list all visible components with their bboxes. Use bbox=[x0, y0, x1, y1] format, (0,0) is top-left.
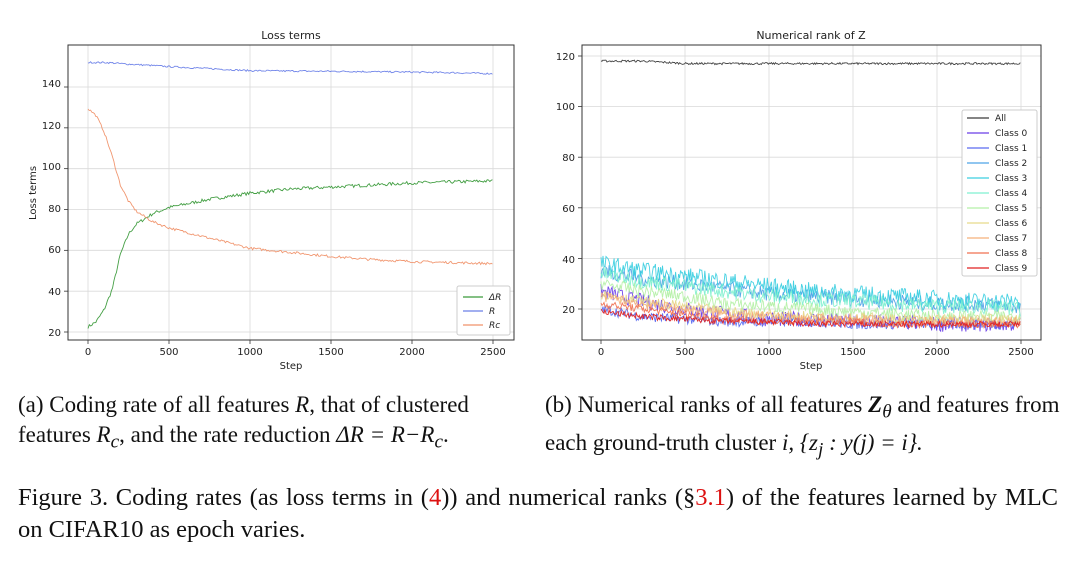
y-tick-label: 80 bbox=[48, 204, 61, 215]
legend-box bbox=[456, 285, 511, 336]
caption-text: , that of clustered features bbox=[18, 392, 469, 447]
y-tick-label: 60 bbox=[562, 204, 575, 215]
legend-label: R bbox=[489, 307, 495, 317]
y-tick-label: 20 bbox=[562, 305, 575, 316]
x-tick-label: 2000 bbox=[924, 347, 949, 358]
y-axis-label: Loss terms bbox=[28, 166, 39, 220]
caption-text: )) and numerical ranks (§ bbox=[441, 484, 696, 511]
y-tick-label: 140 bbox=[42, 79, 61, 90]
y-tick-label: 80 bbox=[562, 153, 575, 164]
series-line-r bbox=[87, 179, 493, 329]
y-tick-label: 120 bbox=[556, 52, 575, 63]
legend: All Class 0 Class 1 Class 2 Class 3 Clas… bbox=[961, 109, 1038, 277]
legend-box bbox=[961, 109, 1038, 277]
math-subscript: c bbox=[434, 431, 443, 453]
caption-text: (b) Numerical ranks of all features bbox=[545, 392, 869, 417]
y-tick-label: 100 bbox=[556, 102, 575, 113]
math-symbol: i bbox=[781, 429, 789, 455]
series-line-class-7 bbox=[600, 291, 1021, 328]
plot-frame bbox=[67, 44, 515, 341]
x-tick-label: 2500 bbox=[1008, 347, 1033, 358]
math-expression: ΔR = R−R bbox=[336, 422, 435, 447]
series-line-r bbox=[87, 61, 493, 75]
legend-label: Class 7 bbox=[995, 234, 1027, 244]
legend-label: Class 9 bbox=[995, 264, 1028, 274]
legend-label: Class 6 bbox=[995, 219, 1028, 229]
x-tick-label: 500 bbox=[159, 347, 178, 358]
x-axis: 0 500 1000 1500 2000 2500 bbox=[598, 347, 1034, 358]
caption-text: Figure 3. Coding rates (as loss terms in… bbox=[18, 484, 429, 511]
math-symbol: R bbox=[96, 422, 111, 447]
math-expression: : y(j) = i}. bbox=[823, 429, 923, 455]
caption-text: , and the rate reduction bbox=[119, 422, 337, 447]
math-subscript: j bbox=[818, 439, 824, 461]
series-line-class-9 bbox=[600, 308, 1021, 329]
series-line-rc bbox=[87, 108, 493, 266]
caption-b: (b) Numerical ranks of all features Zθ a… bbox=[545, 390, 1065, 465]
x-tick-label: 2000 bbox=[399, 347, 424, 358]
caption-a: (a) Coding rate of all features R, that … bbox=[18, 390, 538, 458]
math-symbol: R bbox=[295, 392, 310, 417]
y-tick-label: 60 bbox=[48, 245, 61, 256]
y-tick-label: 120 bbox=[42, 121, 61, 132]
x-tick-label: 1500 bbox=[318, 347, 343, 358]
chart-title: Loss terms bbox=[261, 29, 321, 42]
math-expression: , {z bbox=[788, 429, 818, 455]
y-tick-label: 40 bbox=[562, 255, 575, 266]
legend-label: All bbox=[995, 114, 1006, 124]
legend-label: Class 4 bbox=[995, 189, 1028, 199]
grid bbox=[64, 45, 514, 344]
y-axis: 20 40 60 80 100 120 140 bbox=[42, 79, 61, 339]
x-tick-label: 1000 bbox=[237, 347, 262, 358]
numerical-rank-chart: Numerical rank of Z 20 40 60 80 100 120 … bbox=[556, 29, 1042, 372]
legend-label: Class 3 bbox=[995, 174, 1027, 184]
y-tick-label: 40 bbox=[48, 287, 61, 298]
series-lines bbox=[87, 61, 493, 329]
legend-label: ΔR bbox=[488, 293, 501, 303]
x-axis-label: Step bbox=[800, 361, 823, 372]
legend: ΔR R Rc bbox=[456, 285, 511, 336]
legend-label: Class 5 bbox=[995, 204, 1027, 214]
caption-text: and features from each ground-truth clus… bbox=[545, 392, 1060, 455]
chart-title: Numerical rank of Z bbox=[756, 29, 866, 42]
y-axis: 20 40 60 80 100 120 bbox=[556, 52, 575, 316]
x-axis-label: Step bbox=[280, 361, 303, 372]
legend-label: Rc bbox=[489, 321, 500, 331]
plot-frame bbox=[581, 44, 1042, 341]
series-line-class-4 bbox=[600, 266, 1021, 317]
x-tick-label: 1500 bbox=[840, 347, 865, 358]
x-tick-label: 0 bbox=[598, 347, 604, 358]
y-tick-label: 100 bbox=[42, 162, 61, 173]
section-reference-link[interactable]: 3.1 bbox=[695, 484, 726, 511]
math-symbol: Z bbox=[868, 392, 883, 417]
loss-terms-chart: Loss terms 20 40 60 80 100 120 140 0 500… bbox=[28, 29, 515, 372]
x-axis: 0 500 1000 1500 2000 2500 bbox=[85, 347, 506, 358]
legend-label: Class 1 bbox=[995, 144, 1027, 154]
caption-text: . bbox=[442, 422, 449, 447]
legend-label: Class 2 bbox=[995, 159, 1027, 169]
x-tick-label: 0 bbox=[85, 347, 91, 358]
legend-label: Class 8 bbox=[995, 249, 1028, 259]
math-subscript: c bbox=[110, 431, 120, 453]
math-subscript: θ bbox=[882, 401, 892, 423]
x-tick-label: 500 bbox=[675, 347, 694, 358]
x-tick-label: 2500 bbox=[480, 347, 505, 358]
equation-reference-link[interactable]: 4 bbox=[428, 484, 442, 511]
x-tick-label: 1000 bbox=[756, 347, 781, 358]
legend-label: Class 0 bbox=[995, 129, 1028, 139]
figure-caption: Figure 3. Coding rates (as loss terms in… bbox=[18, 482, 1058, 546]
y-tick-label: 20 bbox=[48, 328, 61, 339]
series-lines bbox=[600, 59, 1021, 333]
caption-text: ) of the features learned by MLC on CIFA… bbox=[18, 484, 1059, 543]
caption-text: (a) Coding rate of all features bbox=[18, 392, 296, 417]
series-line-all bbox=[600, 59, 1021, 66]
